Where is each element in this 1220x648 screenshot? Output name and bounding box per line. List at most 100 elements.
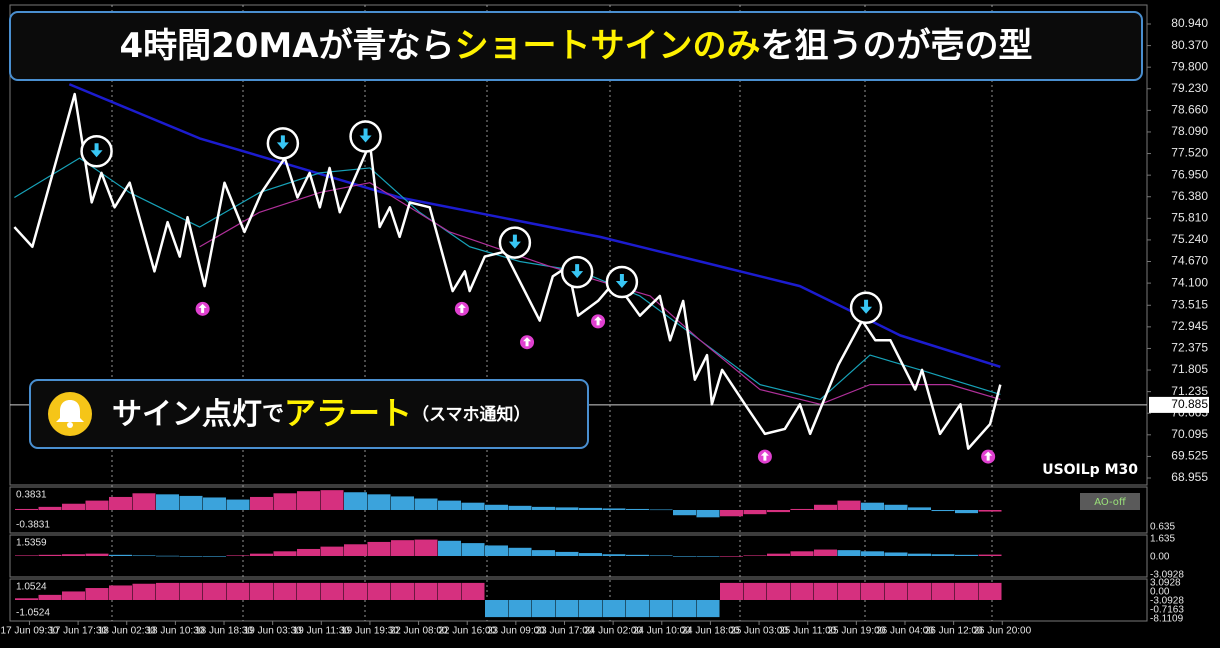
indicator-bar xyxy=(767,553,790,556)
x-tick-label: 25 Jun 11:00 xyxy=(779,626,837,637)
indicator-bar xyxy=(884,504,908,510)
x-tick-label: 22 Jun 08:00 xyxy=(390,626,448,637)
indicator-bar xyxy=(626,508,649,510)
panel-frame xyxy=(9,4,1148,486)
indicator-bar xyxy=(602,600,626,618)
indicator-bar xyxy=(790,508,814,510)
indicator-bar xyxy=(391,496,414,510)
alert-part: （スマホ通知） xyxy=(412,404,531,425)
indicator-bar xyxy=(438,540,461,556)
indicator-right-label: 0.00 xyxy=(1150,587,1170,598)
indicator-bar xyxy=(273,493,297,510)
indicator-bar xyxy=(814,549,837,556)
indicator-bar xyxy=(814,504,837,510)
x-tick-label: 18 Jun 10:30 xyxy=(146,626,204,637)
indicator-bar xyxy=(955,582,978,600)
indicator-bar xyxy=(720,556,743,557)
panel-frame xyxy=(9,486,1148,534)
indicator-bar xyxy=(814,582,837,600)
indicator-bar xyxy=(508,547,532,556)
y-tick-label: 78.660 xyxy=(1171,103,1208,117)
up-arrow xyxy=(984,451,993,461)
panel-frame xyxy=(9,578,1148,622)
indicator-right-label: -0.7163 xyxy=(1150,605,1184,616)
y-tick-label: 69.525 xyxy=(1171,449,1208,463)
indicator-bar xyxy=(626,600,649,618)
up-arrow xyxy=(198,303,207,313)
sell-signal xyxy=(849,291,883,324)
up-arrow xyxy=(594,316,603,326)
indicator-bar xyxy=(132,555,156,557)
indicator-bar xyxy=(461,582,485,600)
indicator-bar xyxy=(649,509,673,511)
buy-signal xyxy=(520,335,535,350)
indicator-right-label: -3.0928 xyxy=(1150,570,1184,581)
ao-off-button[interactable]: AO-off xyxy=(1080,493,1140,510)
x-tick-label: 17 Jun 17:30 xyxy=(49,626,107,637)
indicator-bar xyxy=(367,494,391,510)
buy-signal xyxy=(757,449,772,464)
current-price-label: 70.885 xyxy=(1171,397,1208,411)
y-tick-label: 78.090 xyxy=(1171,124,1208,138)
buy-signal xyxy=(981,449,996,464)
y-tick-label: 76.380 xyxy=(1171,189,1208,203)
indicator-bar xyxy=(344,582,367,600)
down-arrow xyxy=(90,143,103,158)
indicator-bar xyxy=(884,552,908,556)
indicator-bar xyxy=(85,553,109,556)
x-tick-label: 23 Jun 09:00 xyxy=(487,626,545,637)
indicator-bar xyxy=(767,582,790,600)
indicator-bar xyxy=(837,500,861,510)
x-tick-label: 18 Jun 02:30 xyxy=(98,626,156,637)
y-tick-label: 75.240 xyxy=(1171,232,1208,246)
indicator-min: -1.0524 xyxy=(16,608,50,619)
indicator-max: 1.0524 xyxy=(16,582,47,593)
indicator-bar xyxy=(226,555,250,557)
current-price-box xyxy=(1149,396,1209,413)
indicator-bar xyxy=(344,492,367,510)
y-tick-label: 74.670 xyxy=(1171,254,1208,268)
indicator-bar xyxy=(955,510,978,514)
indicator-max: 1.5359 xyxy=(16,538,47,549)
indicator-bar xyxy=(297,548,320,556)
x-tick-label: 23 Jun 17:00 xyxy=(536,626,594,637)
buy-signal xyxy=(591,314,606,329)
indicator-bar xyxy=(555,507,579,510)
indicator-bar xyxy=(109,554,132,556)
indicator-bar xyxy=(790,551,814,556)
alert-part: で xyxy=(262,402,284,427)
indicator-bar xyxy=(555,551,579,556)
indicator-bar xyxy=(955,554,978,556)
x-tick-label: 19 Jun 19:30 xyxy=(341,626,399,637)
panel-frame xyxy=(9,534,1148,578)
x-tick-label: 26 Jun 12:00 xyxy=(925,626,983,637)
indicator-bar xyxy=(391,582,414,600)
indicator-bar xyxy=(367,541,391,556)
indicator-bar xyxy=(626,554,649,556)
indicator-bar xyxy=(696,556,720,557)
y-tick-label: 80.940 xyxy=(1171,16,1208,30)
x-tick-label: 25 Jun 03:00 xyxy=(730,626,788,637)
indicator-bar xyxy=(250,553,273,556)
indicator-bar xyxy=(62,554,85,556)
x-tick-label: 24 Jun 18:00 xyxy=(682,626,740,637)
indicator-bar xyxy=(743,555,767,557)
indicator-bar xyxy=(38,554,62,556)
indicator-bar xyxy=(649,555,673,557)
indicator-bar xyxy=(320,546,344,556)
indicator-bar xyxy=(85,588,109,600)
indicator-bar xyxy=(532,506,555,510)
y-tick-label: 79.800 xyxy=(1171,59,1208,73)
symbol-label: USOILp M30 xyxy=(1042,462,1138,478)
indicator-bar xyxy=(861,551,884,556)
indicator-bar xyxy=(743,510,767,515)
indicator-bar xyxy=(978,582,1002,600)
indicator-bar xyxy=(414,498,438,510)
indicator-bar xyxy=(673,510,696,516)
indicator-max: 0.3831 xyxy=(16,490,47,501)
y-tick-label: 71.805 xyxy=(1171,362,1208,376)
sell-signal xyxy=(80,135,113,168)
alert-part: アラート xyxy=(284,394,412,432)
indicator-bar xyxy=(978,510,1002,512)
indicator-bar xyxy=(908,582,931,600)
